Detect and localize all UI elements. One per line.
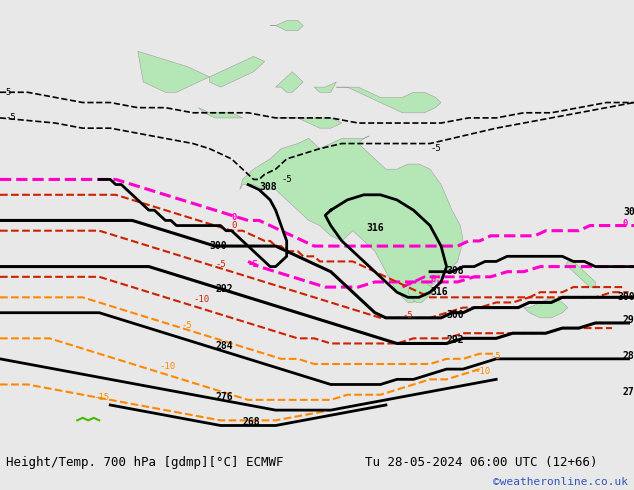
Text: -10: -10	[193, 295, 209, 304]
Text: -10: -10	[160, 362, 176, 371]
Text: 292: 292	[215, 284, 233, 294]
Text: -5: -5	[403, 311, 413, 320]
Polygon shape	[524, 297, 568, 318]
Text: 276: 276	[623, 387, 634, 397]
Text: 0: 0	[430, 275, 436, 284]
Text: 292: 292	[623, 315, 634, 325]
Text: -15: -15	[94, 393, 110, 402]
Text: 0: 0	[231, 214, 237, 222]
Text: 308: 308	[259, 182, 276, 192]
Polygon shape	[565, 262, 595, 287]
Polygon shape	[198, 108, 243, 118]
Text: 308: 308	[446, 266, 464, 276]
Text: 284: 284	[215, 341, 233, 351]
Text: 300: 300	[618, 292, 634, 302]
Polygon shape	[408, 282, 433, 302]
Text: -5: -5	[215, 260, 226, 269]
Text: 292: 292	[446, 336, 464, 345]
Text: -10: -10	[474, 367, 490, 376]
Polygon shape	[138, 51, 209, 92]
Text: 5: 5	[6, 88, 11, 97]
Text: -5: -5	[430, 144, 441, 153]
Text: 268: 268	[243, 417, 260, 427]
Text: 316: 316	[430, 287, 448, 297]
Text: -5: -5	[182, 321, 193, 330]
Polygon shape	[276, 118, 342, 128]
Text: -5: -5	[248, 260, 259, 269]
Text: Height/Temp. 700 hPa [gdmp][°C] ECMWF: Height/Temp. 700 hPa [gdmp][°C] ECMWF	[6, 456, 284, 469]
Text: 30: 30	[623, 207, 634, 217]
Text: 276: 276	[215, 392, 233, 402]
Text: Tu 28-05-2024 06:00 UTC (12+66): Tu 28-05-2024 06:00 UTC (12+66)	[365, 456, 597, 469]
Text: -5: -5	[281, 175, 292, 184]
Polygon shape	[240, 136, 463, 302]
Polygon shape	[314, 82, 336, 92]
Text: -5: -5	[491, 352, 501, 361]
Polygon shape	[276, 72, 303, 92]
Text: 0: 0	[623, 219, 628, 227]
Polygon shape	[270, 21, 303, 31]
Text: 300: 300	[209, 241, 227, 250]
Text: 284: 284	[623, 351, 634, 361]
Text: ©weatheronline.co.uk: ©weatheronline.co.uk	[493, 477, 628, 487]
Text: 300: 300	[446, 310, 464, 320]
Text: 0: 0	[231, 221, 237, 230]
Polygon shape	[209, 56, 264, 87]
Text: -5: -5	[6, 113, 16, 122]
Polygon shape	[336, 87, 441, 113]
Text: 316: 316	[366, 222, 384, 233]
